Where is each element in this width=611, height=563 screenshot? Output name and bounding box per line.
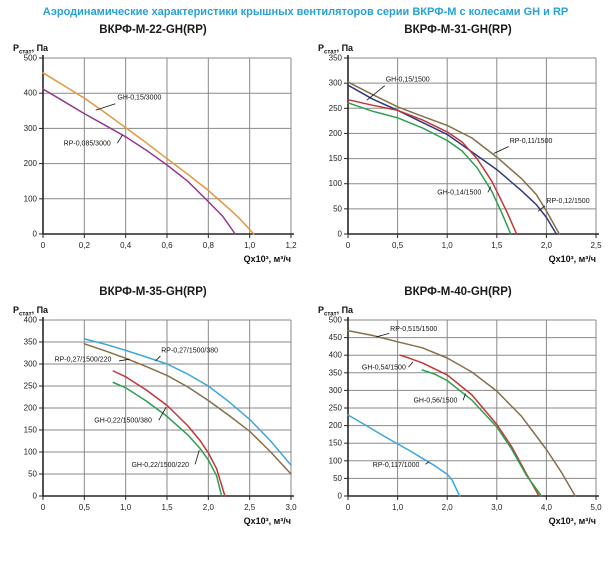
- svg-text:GH-0,54/1500: GH-0,54/1500: [362, 365, 406, 372]
- svg-text:4,0: 4,0: [541, 503, 553, 512]
- svg-text:0: 0: [41, 241, 46, 250]
- svg-text:0,4: 0,4: [120, 241, 132, 250]
- svg-text:0,5: 0,5: [392, 241, 404, 250]
- svg-text:GH-0,22/1500/220: GH-0,22/1500/220: [131, 462, 189, 469]
- svg-text:0,6: 0,6: [161, 241, 173, 250]
- svg-text:350: 350: [24, 338, 38, 347]
- svg-text:Qx10³, м³/ч: Qx10³, м³/ч: [244, 254, 291, 264]
- svg-text:GH-0,15/3000: GH-0,15/3000: [117, 95, 161, 102]
- svg-text:50: 50: [333, 474, 342, 483]
- chart-plot-vkrf-m-22: 0 100 200 300 400 500 0 0,2 0,4 0,6 0,8 1,0 1,2 GH-0,…: [13, 43, 297, 264]
- svg-text:1,0: 1,0: [442, 241, 454, 250]
- svg-text:50: 50: [333, 204, 342, 213]
- svg-text:250: 250: [329, 404, 343, 413]
- svg-text:Qx10³, м³/ч: Qx10³, м³/ч: [549, 254, 596, 264]
- svg-text:Рстат, Па: Рстат, Па: [318, 43, 354, 56]
- svg-text:100: 100: [24, 194, 38, 203]
- svg-text:Рстат, Па: Рстат, Па: [318, 305, 354, 318]
- svg-text:0: 0: [41, 503, 46, 512]
- svg-text:1,2: 1,2: [285, 241, 297, 250]
- svg-text:RP-0,11/1500: RP-0,11/1500: [510, 138, 553, 145]
- svg-text:GH-0,15/1500: GH-0,15/1500: [386, 77, 430, 84]
- svg-text:200: 200: [329, 129, 343, 138]
- svg-text:0,5: 0,5: [79, 503, 91, 512]
- svg-text:100: 100: [329, 456, 343, 465]
- svg-text:150: 150: [24, 426, 38, 435]
- svg-text:100: 100: [24, 448, 38, 457]
- svg-text:GH-0,22/1500/380: GH-0,22/1500/380: [94, 418, 152, 425]
- svg-text:350: 350: [329, 54, 343, 63]
- svg-text:400: 400: [24, 316, 38, 325]
- chart-cell-vkrf-m-22: ВКРФ-М-22-GH(RP) 0 100 200 300 400 500 0 0,2 0,4…: [1, 22, 306, 278]
- svg-text:0: 0: [338, 230, 343, 239]
- svg-text:350: 350: [329, 368, 343, 377]
- svg-text:0: 0: [346, 503, 351, 512]
- svg-text:1,5: 1,5: [491, 241, 503, 250]
- svg-text:250: 250: [24, 382, 38, 391]
- svg-text:300: 300: [329, 79, 343, 88]
- svg-text:RP-0,27/1500/220: RP-0,27/1500/220: [55, 356, 112, 363]
- charts-grid: ВКРФ-М-22-GH(RP) 0 100 200 300 400 500 0 0,2 0,4…: [0, 22, 611, 540]
- svg-text:Qx10³, м³/ч: Qx10³, м³/ч: [549, 516, 596, 526]
- chart-plot-vkrf-m-40: 0 50 100 150 200 250 300 350 400 450 500 0 1,0 2,0 3,0…: [318, 305, 602, 526]
- svg-text:150: 150: [329, 154, 343, 163]
- svg-text:450: 450: [329, 333, 343, 342]
- svg-text:3,0: 3,0: [491, 503, 503, 512]
- svg-text:1,0: 1,0: [244, 241, 256, 250]
- svg-text:300: 300: [24, 124, 38, 133]
- chart-title-vkrf-m-31: ВКРФ-М-31-GH(RP): [404, 24, 512, 36]
- svg-text:RP-0,515/1500: RP-0,515/1500: [390, 326, 437, 333]
- svg-text:5,0: 5,0: [590, 503, 602, 512]
- chart-cell-vkrf-m-35: ВКРФ-М-35-GH(RP) 0 50 100 150 200 250 300 350 40…: [1, 284, 306, 540]
- svg-text:1,0: 1,0: [120, 503, 132, 512]
- svg-text:Рстат, Па: Рстат, Па: [13, 43, 49, 56]
- chart-cell-vkrf-m-31: ВКРФ-М-31-GH(RP) 0 50 100 150 200 250 300 350 0 0…: [306, 22, 611, 278]
- svg-text:500: 500: [329, 316, 343, 325]
- svg-text:2,5: 2,5: [244, 503, 256, 512]
- svg-text:0: 0: [346, 241, 351, 250]
- svg-text:0: 0: [33, 492, 38, 501]
- chart-title-vkrf-m-40: ВКРФ-М-40-GH(RP): [404, 286, 512, 298]
- svg-text:RP-0,27/1500/380: RP-0,27/1500/380: [161, 348, 218, 355]
- page-title: Аэродинамические характеристики крышных …: [42, 6, 569, 18]
- svg-text:200: 200: [329, 421, 343, 430]
- svg-text:150: 150: [329, 439, 343, 448]
- svg-text:300: 300: [329, 386, 343, 395]
- svg-text:0: 0: [33, 230, 38, 239]
- svg-text:RP-0,117/1000: RP-0,117/1000: [373, 462, 420, 469]
- svg-text:0: 0: [338, 492, 343, 501]
- svg-text:200: 200: [24, 404, 38, 413]
- svg-text:1,5: 1,5: [161, 503, 173, 512]
- svg-text:GH-0,56/1500: GH-0,56/1500: [413, 397, 457, 404]
- svg-text:Qx10³, м³/ч: Qx10³, м³/ч: [244, 516, 291, 526]
- svg-text:1,0: 1,0: [392, 503, 404, 512]
- svg-text:300: 300: [24, 360, 38, 369]
- chart-plot-vkrf-m-31: 0 50 100 150 200 250 300 350 0 0,5 1,0 1,5 2,0 2,5 RP-…: [318, 43, 602, 264]
- svg-text:GH-0,14/1500: GH-0,14/1500: [437, 189, 481, 196]
- svg-text:200: 200: [24, 159, 38, 168]
- svg-text:250: 250: [329, 104, 343, 113]
- svg-text:2,5: 2,5: [590, 241, 602, 250]
- chart-title-vkrf-m-22: ВКРФ-М-22-GH(RP): [99, 24, 207, 36]
- svg-text:2,0: 2,0: [541, 241, 553, 250]
- svg-text:RP-0,12/1500: RP-0,12/1500: [546, 198, 589, 205]
- svg-text:0,2: 0,2: [79, 241, 91, 250]
- chart-plot-vkrf-m-35: 0 50 100 150 200 250 300 350 400 0 0,5 1,0 1,5 2,0 2,5…: [13, 305, 297, 526]
- svg-text:2,0: 2,0: [203, 503, 215, 512]
- svg-text:400: 400: [24, 89, 38, 98]
- svg-text:50: 50: [28, 470, 37, 479]
- svg-text:3,0: 3,0: [285, 503, 297, 512]
- svg-text:400: 400: [329, 351, 343, 360]
- svg-text:500: 500: [24, 54, 38, 63]
- svg-text:100: 100: [329, 179, 343, 188]
- chart-title-vkrf-m-35: ВКРФ-М-35-GH(RP): [99, 286, 207, 298]
- svg-text:RP-0,085/3000: RP-0,085/3000: [64, 140, 111, 147]
- svg-text:Рстат, Па: Рстат, Па: [13, 305, 49, 318]
- svg-text:2,0: 2,0: [442, 503, 454, 512]
- chart-cell-vkrf-m-40: ВКРФ-М-40-GH(RP) 0 50 100 150 200 250 300 350 40…: [306, 284, 611, 540]
- svg-text:0,8: 0,8: [203, 241, 215, 250]
